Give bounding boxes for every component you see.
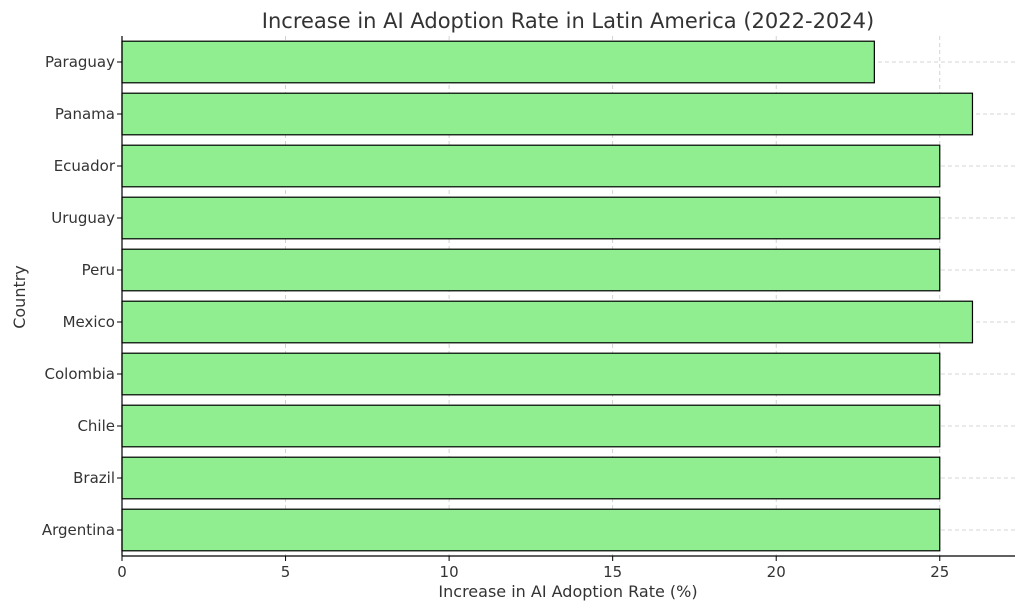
y-tick-label: Brazil (73, 469, 115, 487)
y-tick-label: Chile (77, 417, 115, 435)
x-tick-label: 25 (930, 563, 949, 581)
y-tick-label: Paraguay (45, 53, 115, 71)
bar-colombia (121, 352, 941, 396)
x-tick-label: 5 (281, 563, 291, 581)
bar-panama (121, 92, 974, 136)
x-tick-label: 0 (117, 563, 127, 581)
bar-mexico (121, 300, 974, 344)
y-tick-label: Uruguay (51, 209, 115, 227)
y-tick-label: Argentina (42, 521, 115, 539)
bars (121, 40, 974, 552)
y-tick-label: Ecuador (54, 157, 116, 175)
bar-brazil (121, 456, 941, 500)
chart-title: Increase in AI Adoption Rate in Latin Am… (262, 9, 874, 33)
x-axis-label: Increase in AI Adoption Rate (%) (438, 582, 697, 601)
y-ticks: Argentina Brazil Chile Colombia Mexico Peru Ur… (42, 53, 122, 539)
bar-uruguay (121, 196, 941, 240)
y-tick-label: Panama (55, 105, 115, 123)
axes (121, 36, 1015, 557)
x-tick-label: 20 (767, 563, 786, 581)
bar-peru (121, 248, 941, 292)
x-tick-label: 10 (440, 563, 459, 581)
bar-ecuador (121, 144, 941, 188)
bar-argentina (121, 508, 941, 552)
bar-chile (121, 404, 941, 448)
x-tick-label: 15 (603, 563, 622, 581)
y-tick-label: Peru (82, 261, 115, 279)
y-tick-label: Mexico (63, 313, 115, 331)
x-ticks: 0 5 10 15 20 25 (117, 556, 949, 581)
y-tick-label: Colombia (45, 365, 116, 383)
bar-paraguay (121, 40, 875, 84)
y-axis-label: Country (10, 265, 29, 329)
